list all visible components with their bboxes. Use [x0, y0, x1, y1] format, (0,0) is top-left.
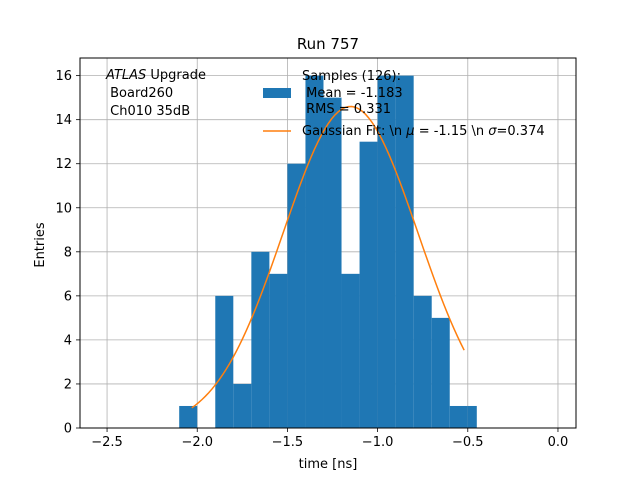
- annotation-line-3: Ch010 35dB: [106, 104, 190, 119]
- legend-fit-sigma: σ: [488, 124, 497, 139]
- legend-hist-line-3: RMS = 0.331: [302, 102, 391, 117]
- legend-hist-line-1: Samples (126):: [302, 69, 401, 84]
- x-tick-label: −0.5: [452, 435, 484, 450]
- histogram-bar: [377, 75, 396, 428]
- histogram-bar: [449, 405, 468, 428]
- histogram-bar: [323, 97, 342, 429]
- legend-hist-swatch: [263, 88, 291, 98]
- histogram-bar: [395, 75, 414, 428]
- legend: Samples (126): Mean = -1.183 RMS = 0.331…: [263, 69, 545, 139]
- gaussian-fit-curve: [191, 105, 465, 409]
- x-tick-label: −1.0: [362, 435, 394, 450]
- axis-ticks: −2.5 −2.0 −1.5 −1.0 −0.5 0.0 0 2 4 6 8 10 12 14 16: [55, 69, 568, 450]
- x-tick-label: −2.5: [91, 435, 123, 450]
- annotation-atlas: ATLAS: [105, 68, 146, 83]
- y-tick-label: 14: [55, 113, 72, 128]
- x-axis-label: time [ns]: [299, 457, 358, 472]
- axes-frame: [79, 57, 577, 429]
- histogram-bar: [287, 163, 306, 428]
- y-tick-label: 16: [55, 69, 72, 84]
- y-tick-label: 12: [55, 157, 72, 172]
- y-tick-label: 4: [64, 333, 72, 348]
- x-tick-label: −1.5: [272, 435, 304, 450]
- y-axis-label: Entries: [33, 222, 48, 268]
- legend-hist-line-2: Mean = -1.183: [302, 86, 403, 101]
- legend-fit-suffix: =0.374: [497, 124, 545, 139]
- histogram-bar: [305, 75, 324, 428]
- histogram-bar: [467, 405, 477, 428]
- histogram-bar: [233, 383, 252, 428]
- legend-fit-label: Gaussian Fit: \n μ = -1.15 \n σ=0.374: [302, 124, 545, 139]
- histogram-bar: [431, 317, 450, 428]
- legend-fit-prefix: Gaussian Fit: \n: [302, 124, 406, 139]
- atlas-annotation: ATLAS Upgrade Board260 Ch010 35dB: [105, 68, 206, 119]
- legend-fit-mu: μ: [405, 124, 414, 139]
- x-tick-label: 0.0: [548, 435, 569, 450]
- annotation-upgrade: Upgrade: [146, 68, 206, 83]
- histogram-bar: [341, 273, 360, 428]
- histogram-bar: [215, 295, 234, 428]
- y-tick-label: 8: [64, 245, 72, 260]
- y-tick-label: 10: [55, 201, 72, 216]
- annotation-line-2: Board260: [106, 86, 173, 101]
- histogram-bar: [413, 295, 432, 428]
- legend-fit-mid: = -1.15 \n: [415, 124, 489, 139]
- chart-title: Run 757: [297, 35, 359, 53]
- y-tick-label: 0: [64, 422, 72, 437]
- histogram-bar: [269, 273, 288, 428]
- histogram-bar: [179, 405, 198, 428]
- histogram-bar: [251, 251, 270, 428]
- y-tick-label: 2: [64, 377, 72, 392]
- annotation-line-1: ATLAS Upgrade: [105, 68, 206, 83]
- histogram-bars: [179, 75, 477, 429]
- x-tick-label: −2.0: [181, 435, 213, 450]
- fit-curve-layer: [191, 105, 465, 409]
- y-tick-label: 6: [64, 289, 72, 304]
- histogram-bar: [359, 141, 378, 428]
